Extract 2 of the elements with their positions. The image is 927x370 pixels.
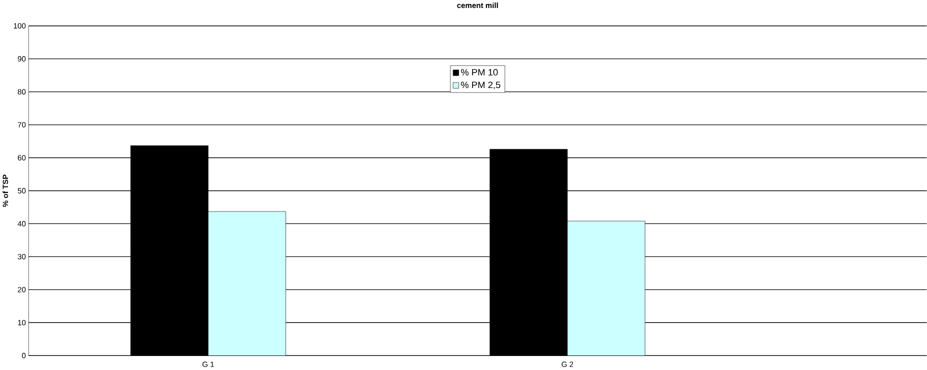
legend-label: % PM 2,5 xyxy=(460,82,500,90)
legend-label: % PM 10 xyxy=(460,69,498,76)
